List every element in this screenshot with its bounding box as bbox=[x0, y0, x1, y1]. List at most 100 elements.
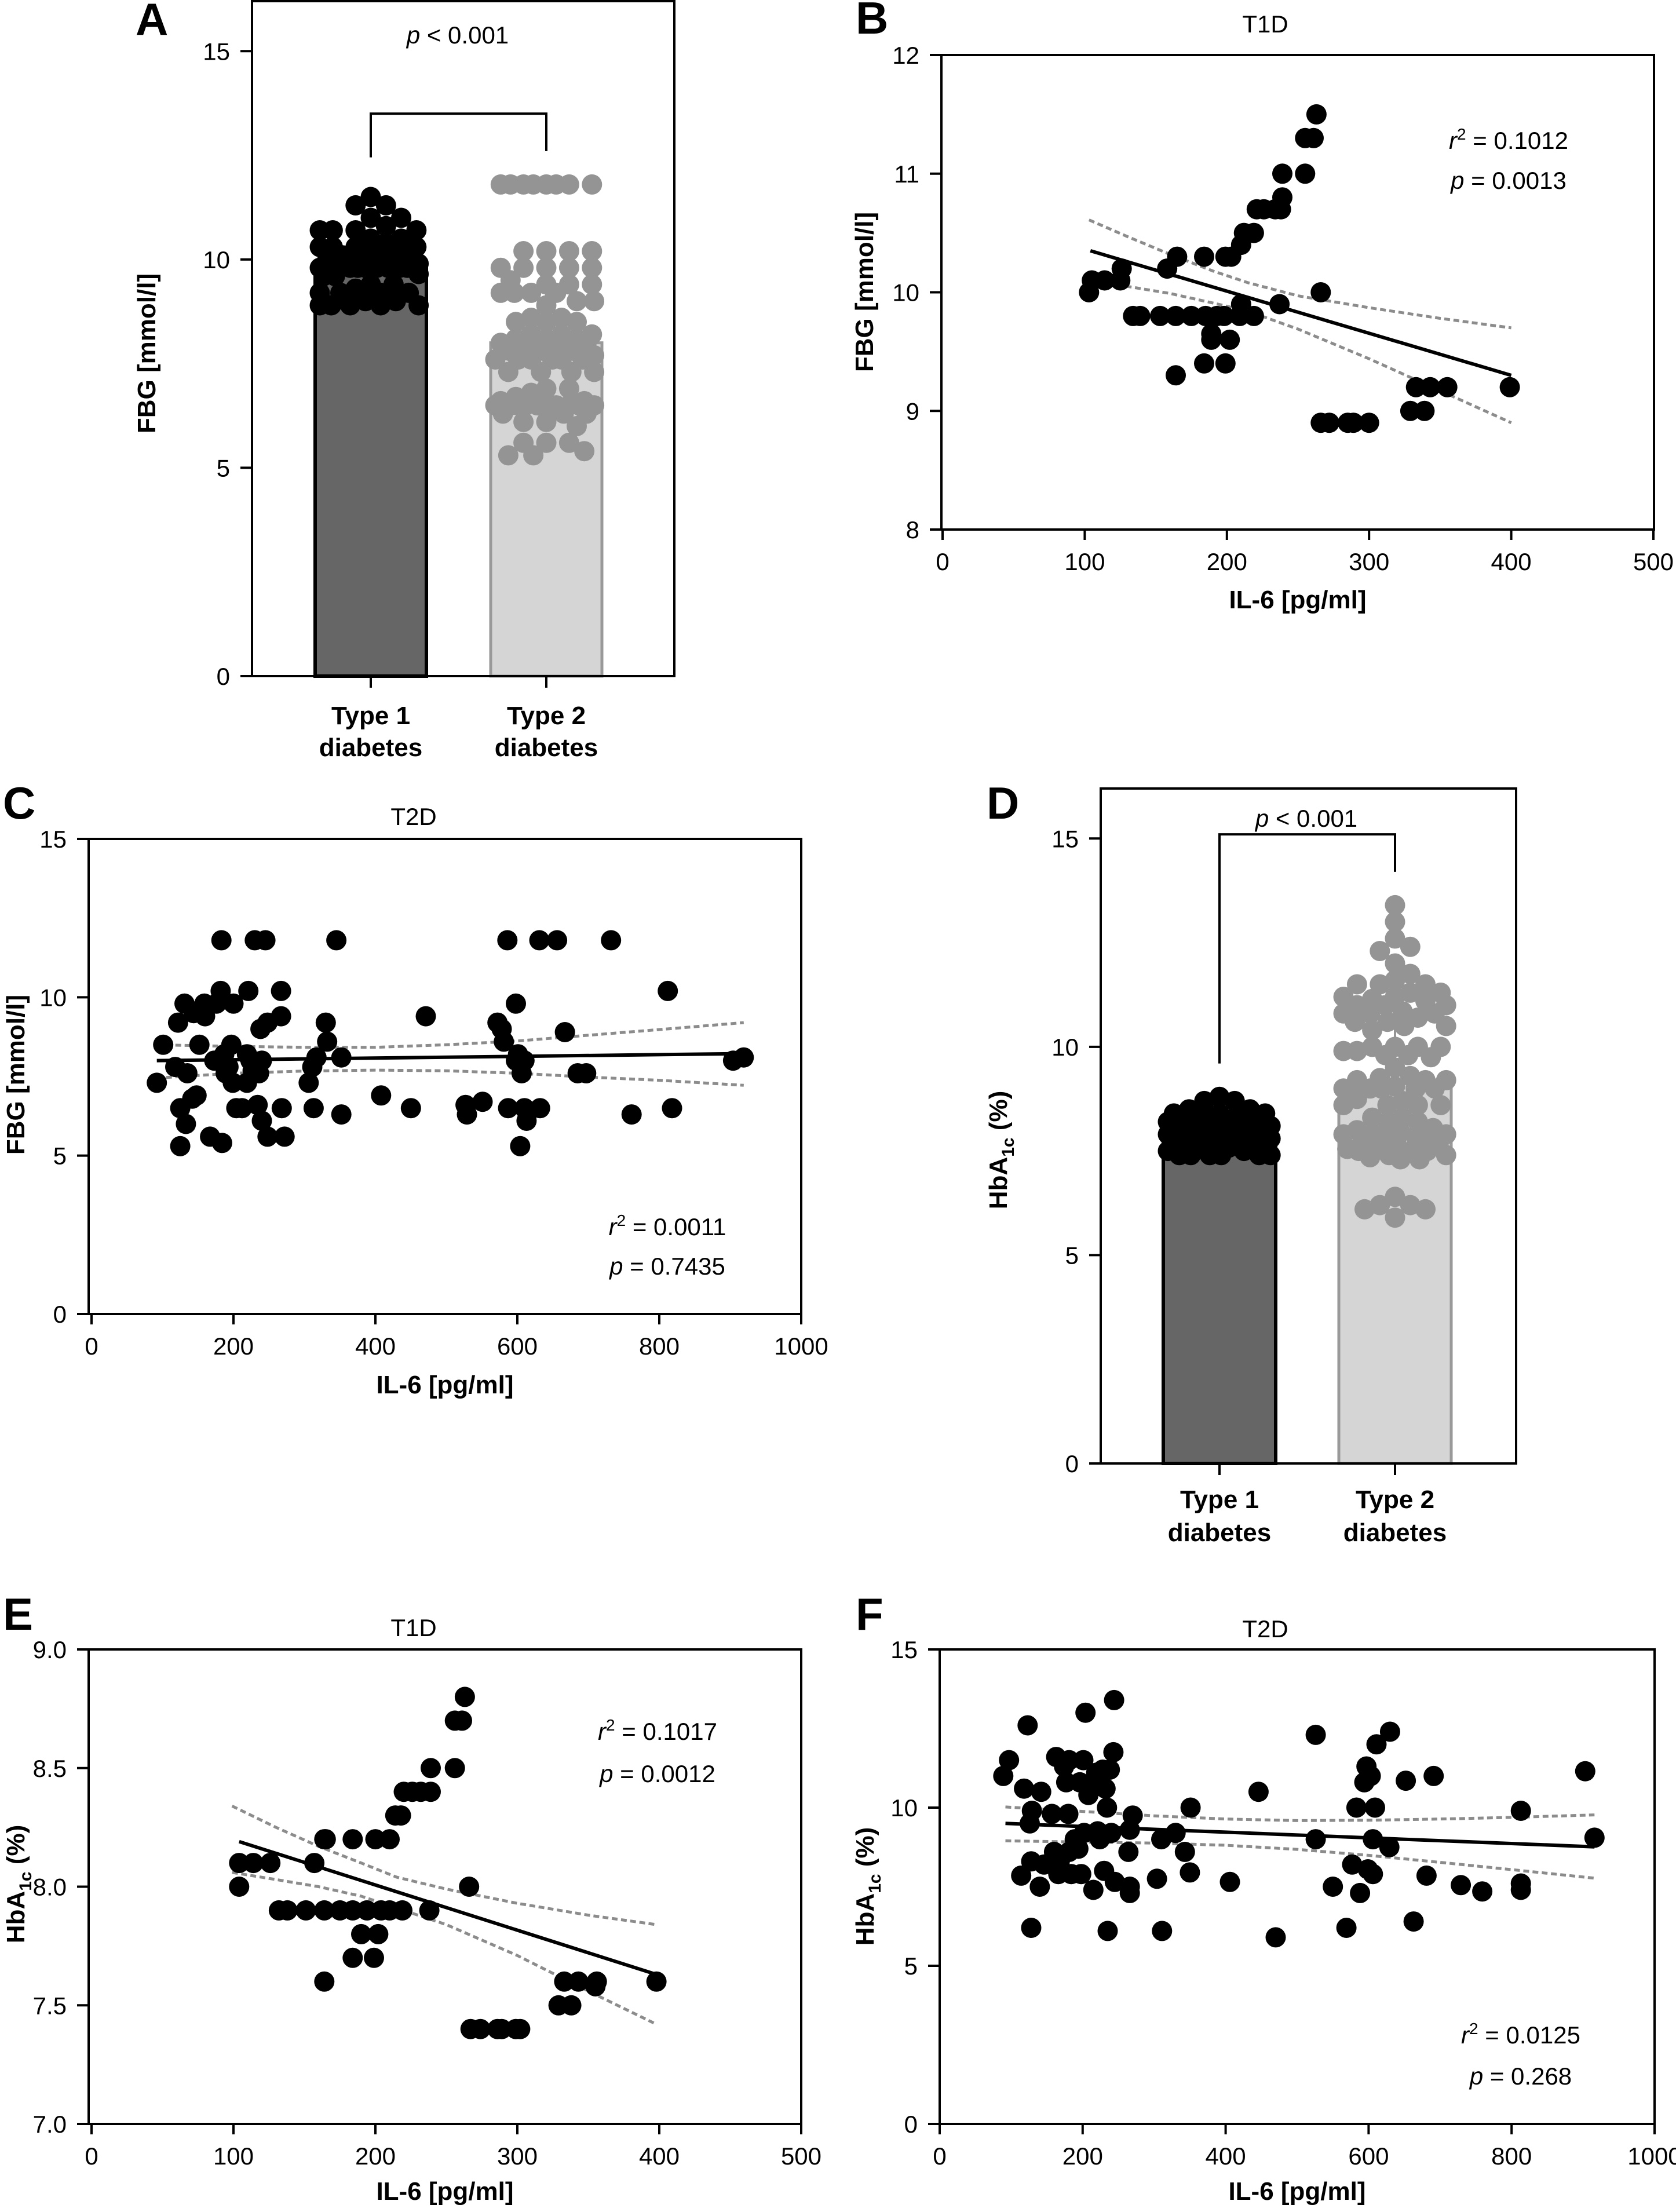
data-point bbox=[1215, 353, 1236, 374]
data-point bbox=[326, 930, 347, 951]
swarm-point bbox=[506, 312, 526, 333]
x-tick-label: 1000 bbox=[1627, 2142, 1676, 2170]
swarm-point bbox=[1360, 1003, 1381, 1024]
ci-band-upper bbox=[1005, 1805, 1595, 1822]
x-tick-label: 800 bbox=[1491, 2142, 1532, 2170]
y-tick-label: 8.5 bbox=[33, 1755, 67, 1782]
data-point bbox=[1118, 1841, 1139, 1862]
data-point bbox=[170, 1136, 191, 1156]
swarm-point bbox=[561, 362, 582, 382]
data-point bbox=[530, 1098, 550, 1119]
swarm-point bbox=[1400, 1195, 1421, 1215]
data-point bbox=[1103, 1742, 1124, 1762]
data-point bbox=[1150, 305, 1170, 326]
swarm-point bbox=[558, 257, 579, 278]
y-axis-title-base: HbA bbox=[984, 1157, 1013, 1209]
swarm-point bbox=[1333, 1095, 1354, 1115]
data-point bbox=[1575, 1761, 1595, 1782]
data-point bbox=[1201, 329, 1222, 350]
swarm-point bbox=[348, 257, 368, 278]
data-point bbox=[1104, 1689, 1124, 1710]
data-point bbox=[364, 1947, 384, 1968]
swarm-point bbox=[1233, 1141, 1254, 1162]
data-point bbox=[1272, 163, 1292, 184]
chart-title: T2D bbox=[1242, 1615, 1288, 1642]
data-point bbox=[1014, 1778, 1035, 1799]
data-point bbox=[314, 1971, 335, 1992]
p-symbol: p bbox=[1449, 167, 1464, 194]
y-tick-label: 15 bbox=[39, 826, 67, 853]
swarm-point bbox=[536, 241, 557, 261]
swarm-point bbox=[527, 395, 547, 416]
swarm-point bbox=[521, 282, 542, 303]
y-tick-label: 0 bbox=[53, 1301, 67, 1328]
data-point bbox=[1180, 1797, 1201, 1818]
category-label-line-2: diabetes bbox=[1168, 1519, 1272, 1547]
y-axis-title: HbA1c (%) bbox=[984, 1091, 1018, 1209]
data-point bbox=[1011, 1865, 1032, 1886]
swarm-point bbox=[584, 362, 605, 382]
swarm-point bbox=[370, 295, 391, 316]
swarm-point bbox=[567, 312, 587, 333]
x-tick-label: 0 bbox=[936, 548, 949, 575]
swarm-point bbox=[1398, 1045, 1419, 1065]
data-point bbox=[153, 1034, 174, 1055]
significance-bracket bbox=[370, 112, 547, 158]
data-point bbox=[999, 1750, 1020, 1771]
data-point bbox=[303, 1098, 324, 1119]
data-point bbox=[1510, 1879, 1531, 1900]
data-point bbox=[1272, 187, 1292, 208]
swarm-point bbox=[1425, 1078, 1445, 1099]
swarm-point bbox=[536, 378, 557, 399]
p-symbol: p bbox=[608, 1253, 623, 1280]
data-point bbox=[274, 1126, 295, 1147]
data-point bbox=[1181, 305, 1202, 326]
data-point bbox=[621, 1104, 642, 1125]
x-tick-label: 400 bbox=[639, 2142, 680, 2170]
y-tick-label: 9 bbox=[906, 397, 919, 425]
data-point bbox=[1269, 294, 1290, 315]
swarm-point bbox=[1362, 1107, 1383, 1128]
ci-band-lower bbox=[156, 1068, 744, 1087]
category-label-line-1: Type 1 bbox=[331, 702, 410, 730]
y-axis-title-text: FBG [mmol/l] bbox=[133, 273, 161, 433]
data-point bbox=[1472, 1881, 1493, 1902]
data-point bbox=[1366, 1734, 1387, 1755]
x-tick-label: 1000 bbox=[774, 1333, 828, 1360]
r-squared-annotation: r2 = 0.1012 bbox=[1449, 125, 1568, 154]
panel-a: A 0 5 10 15 FBG [mmol/l] Type 1 diabetes Type 2 d… bbox=[133, 0, 675, 762]
r-superscript: 2 bbox=[1457, 125, 1466, 143]
data-point bbox=[371, 1085, 392, 1106]
swarm-point bbox=[1371, 1078, 1392, 1099]
data-point bbox=[1342, 1854, 1363, 1875]
p-value-annotation: p = 0.0012 bbox=[598, 1760, 715, 1787]
chart-title: T1D bbox=[1242, 10, 1288, 38]
data-point bbox=[218, 1057, 239, 1078]
p-value-annotation: p = 0.7435 bbox=[608, 1253, 725, 1280]
y-tick-label: 8 bbox=[906, 516, 919, 543]
swarm-point bbox=[355, 291, 376, 312]
ci-band-upper bbox=[156, 1021, 744, 1049]
p-symbol: p bbox=[598, 1760, 613, 1787]
swarm-point bbox=[1400, 936, 1421, 957]
swarm-point bbox=[1405, 1078, 1426, 1099]
data-point bbox=[454, 1687, 475, 1707]
p-value-annotation: p < 0.001 bbox=[406, 21, 509, 49]
swarm-point bbox=[1377, 1012, 1398, 1032]
swarm-point bbox=[1354, 1199, 1375, 1220]
r-symbol: r bbox=[609, 1213, 618, 1240]
data-point bbox=[1230, 294, 1251, 315]
data-point bbox=[586, 1971, 607, 1992]
swarm-point bbox=[1407, 1095, 1428, 1115]
data-point bbox=[177, 1063, 198, 1083]
swarm-point bbox=[523, 174, 544, 195]
p-value-annotation: p = 0.268 bbox=[1469, 2063, 1572, 2090]
data-point bbox=[379, 1829, 400, 1850]
swarm-point bbox=[1415, 974, 1436, 995]
data-point bbox=[510, 1136, 531, 1156]
y-axis-title: HbA1c (%) bbox=[851, 1827, 885, 1945]
ci-band-upper bbox=[231, 1805, 657, 1926]
data-point bbox=[277, 1900, 298, 1921]
data-point bbox=[251, 1111, 272, 1131]
swarm-point bbox=[1430, 1095, 1451, 1115]
